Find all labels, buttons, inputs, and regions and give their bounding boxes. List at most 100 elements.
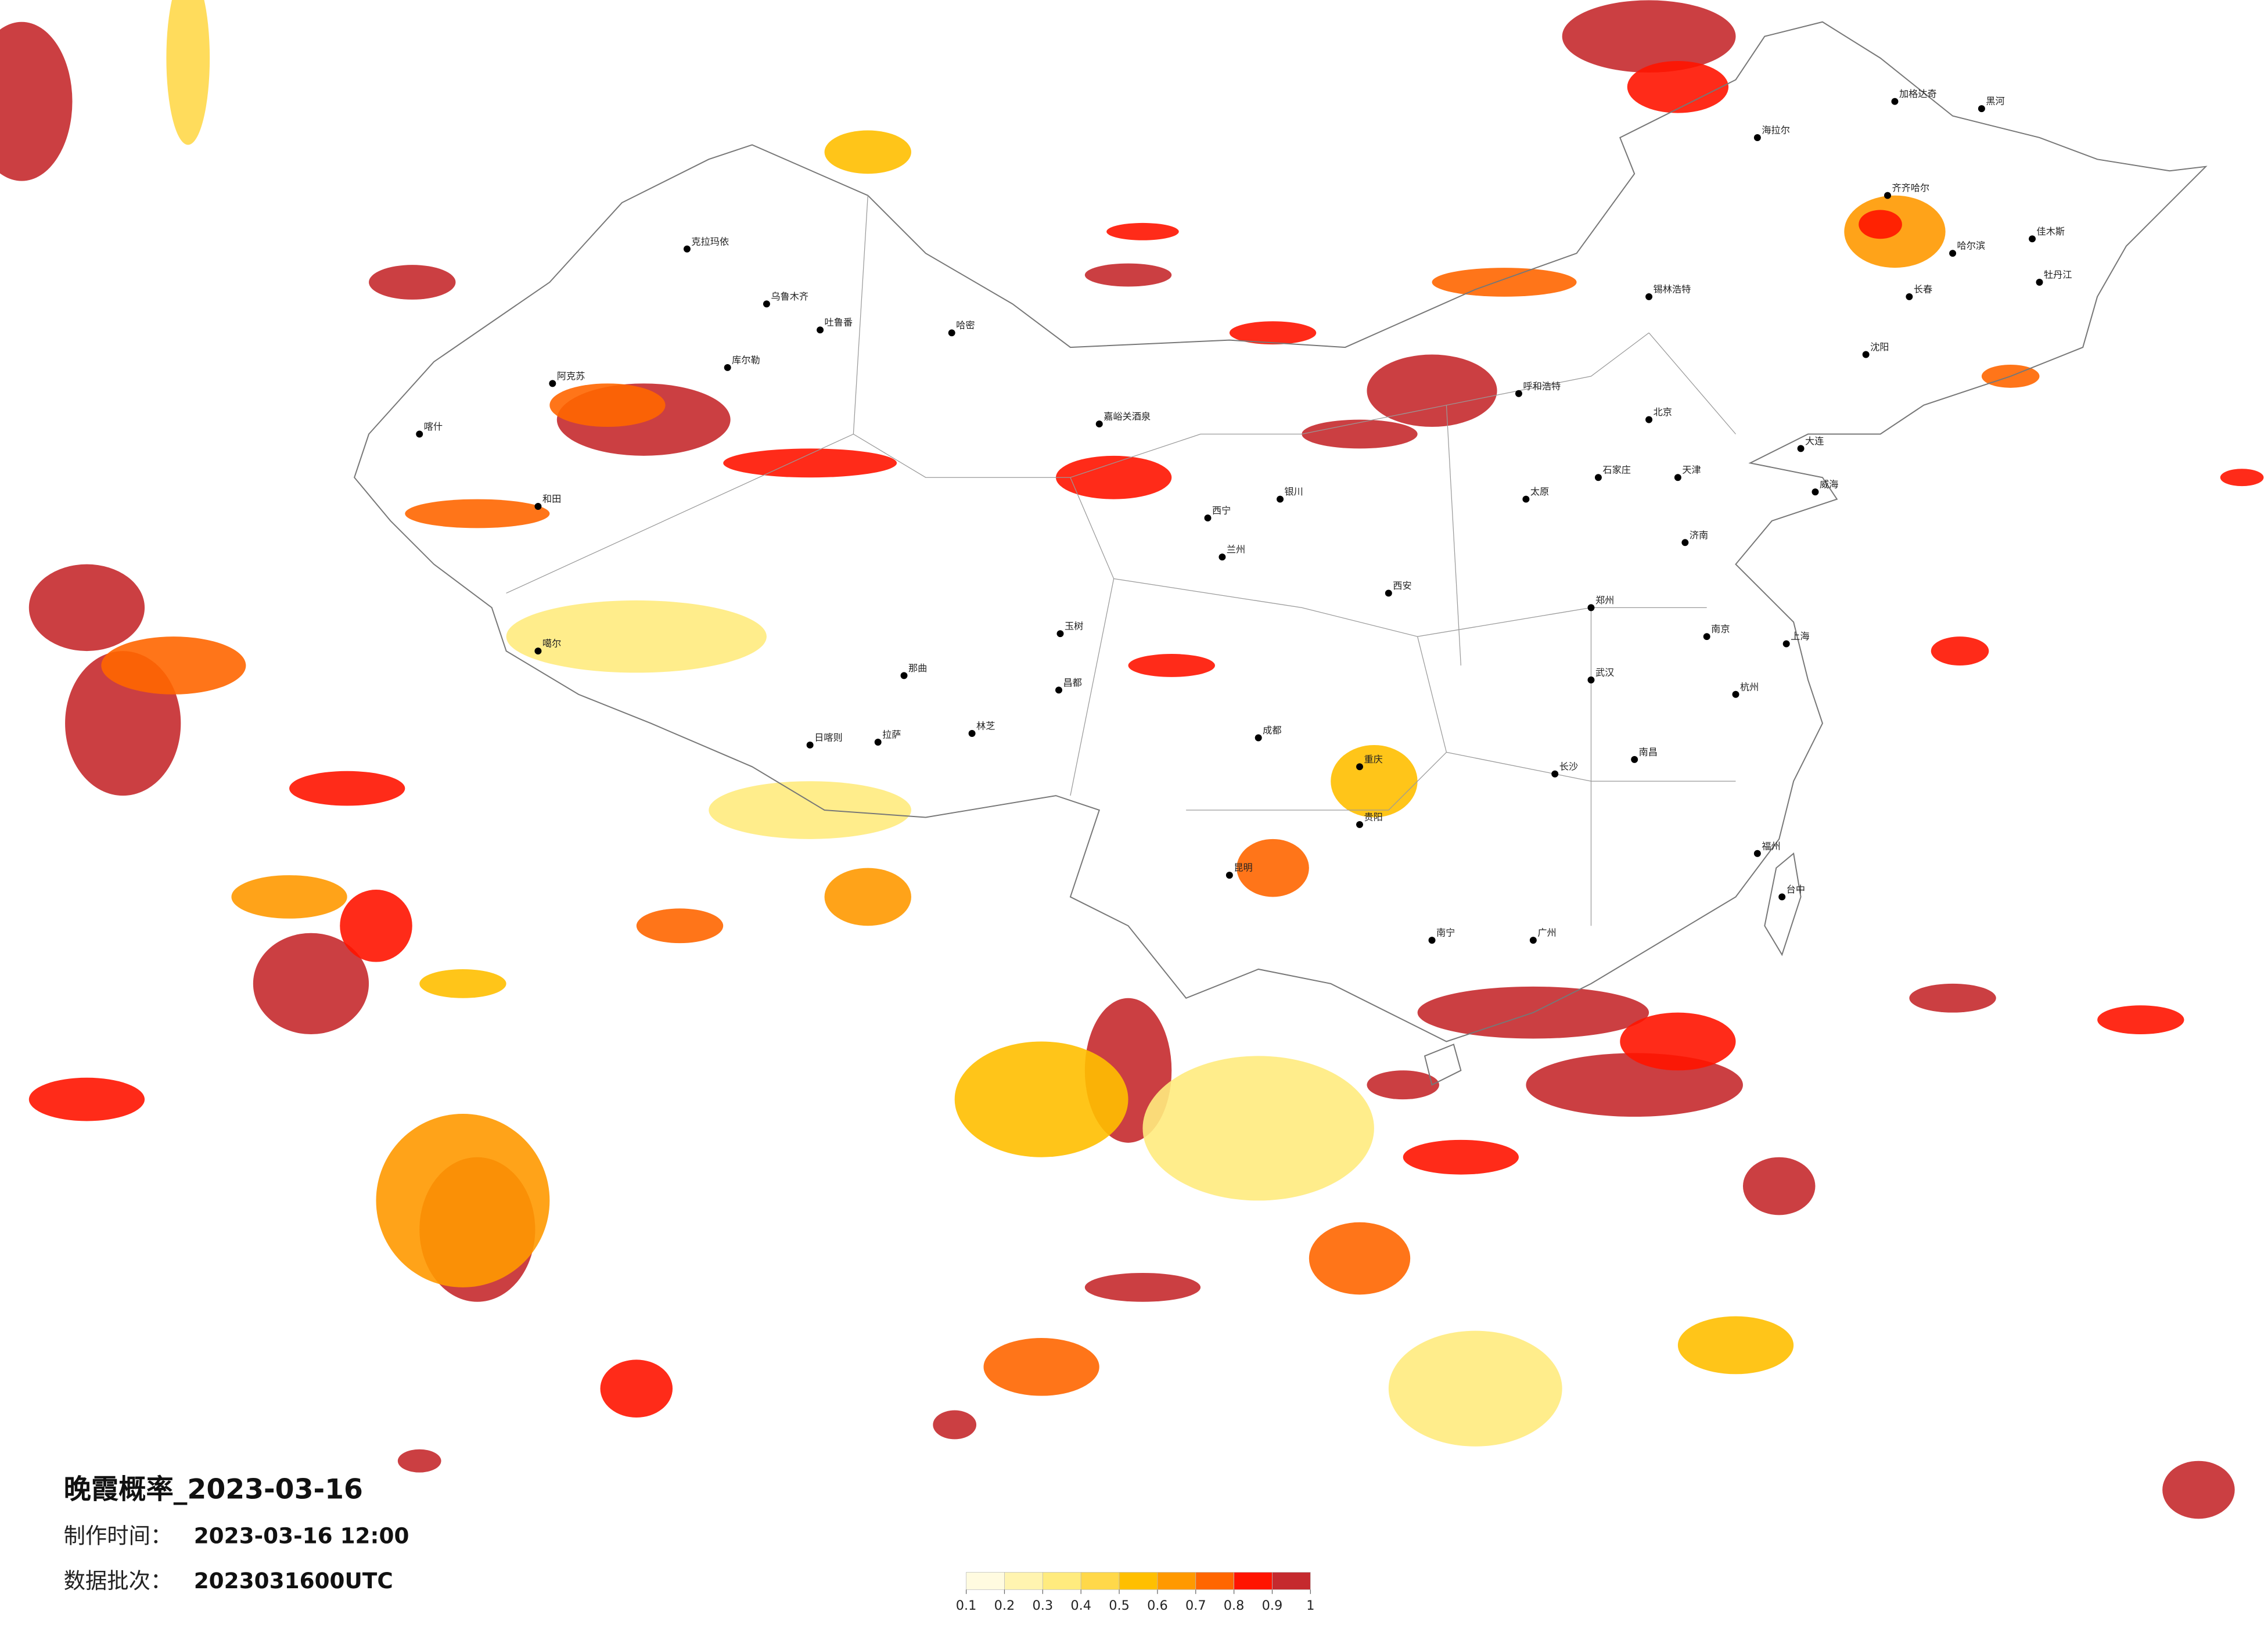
city-label: 嘉峪关酒泉 [1104, 411, 1151, 422]
heat-blob [549, 383, 666, 427]
city-dot [2036, 279, 2043, 286]
heat-blob [1403, 1139, 1519, 1175]
city-dot [1219, 553, 1226, 561]
heat-blob [824, 868, 911, 926]
city-label: 呼和浩特 [1523, 380, 1561, 391]
heat-blob [2220, 469, 2264, 487]
city-dot [1587, 604, 1595, 611]
heat-blob [1106, 222, 1179, 240]
heat-blob [231, 875, 347, 919]
colorbar: 0.1 0.2 0.3 0.4 0.5 0.6 0.7 0.8 0.9 1 [956, 1572, 1314, 1613]
city-label: 南宁 [1436, 927, 1455, 938]
heat-blob [1056, 455, 1172, 499]
city-label: 天津 [1682, 465, 1701, 476]
city-label: 乌鲁木齐 [771, 291, 808, 302]
city-dot [1385, 589, 1392, 597]
city-label: 福州 [1762, 840, 1780, 851]
colorbar-label: 0.8 [1224, 1598, 1245, 1613]
city-label: 昆明 [1234, 862, 1252, 873]
city-dot [724, 364, 731, 371]
heat-blob [1388, 1330, 1562, 1447]
title: 晚霞概率_2023-03-16 [64, 1473, 363, 1505]
city-label: 林芝 [976, 721, 995, 732]
city-label: 贵阳 [1364, 811, 1382, 822]
city-label: 石家庄 [1602, 465, 1631, 476]
heat-blob [340, 889, 412, 962]
city-dot [1594, 474, 1602, 481]
heat-blob [1309, 1222, 1411, 1295]
heat-blob [1432, 268, 1577, 297]
city-label: 和田 [542, 494, 561, 505]
city-dot [1529, 937, 1537, 944]
city-dot [1891, 98, 1899, 105]
heat-blob [101, 636, 246, 695]
heat-blob [1742, 1157, 1816, 1215]
city-label: 太原 [1530, 486, 1549, 497]
city-dot [1356, 821, 1363, 828]
city-label: 北京 [1654, 406, 1672, 418]
city-dot [968, 730, 976, 738]
city-label: 杭州 [1740, 681, 1759, 692]
city-label: 喀什 [424, 421, 443, 432]
city-label: 南京 [1711, 624, 1730, 635]
city-label: 威海 [1820, 479, 1838, 490]
colorbar-swatch [1004, 1572, 1043, 1590]
heat-blob [1931, 636, 1989, 665]
city-dot [1356, 763, 1363, 771]
heat-blob [1302, 419, 1418, 449]
heat-blob [1367, 1070, 1439, 1100]
city-dot [948, 329, 955, 337]
hainan [1424, 1044, 1462, 1086]
heat-blob [1237, 839, 1309, 897]
city-label: 西安 [1393, 580, 1411, 591]
colorbar-label: 0.5 [1109, 1598, 1130, 1613]
heat-blob [397, 1449, 441, 1473]
city-dot [1515, 390, 1522, 397]
city-dot [1255, 734, 1262, 742]
colorbar-swatch [1195, 1572, 1234, 1590]
city-label: 那曲 [908, 663, 927, 674]
city-label: 牡丹江 [2044, 269, 2072, 280]
city-label: 玉树 [1065, 621, 1083, 632]
heat-blob [419, 969, 506, 998]
heat-blob [709, 781, 911, 839]
city-dot [1645, 416, 1653, 423]
city-label: 黑河 [1986, 96, 2004, 107]
city-dot [1674, 474, 1681, 481]
city-label: 昌都 [1063, 677, 1081, 688]
heat-blob [1142, 1056, 1374, 1201]
city-dot [1428, 937, 1436, 944]
city-dot [683, 245, 691, 253]
city-dot [1522, 495, 1530, 503]
city-label: 噶尔 [542, 638, 561, 649]
colorbar-label: 0.6 [1147, 1598, 1168, 1613]
heat-blob [2097, 1005, 2184, 1035]
city-label: 齐齐哈尔 [1892, 182, 1929, 193]
heat-blob [1331, 744, 1418, 818]
city-label: 兰州 [1227, 544, 1245, 555]
city-dot [1225, 872, 1233, 879]
heat-blob [1084, 1272, 1201, 1302]
colorbar-label: 0.1 [956, 1598, 977, 1613]
city-label: 拉萨 [882, 729, 901, 740]
heat-blob [405, 499, 550, 528]
colorbar-swatch [1234, 1572, 1273, 1590]
china-border [354, 21, 2208, 1042]
heat-blob [983, 1338, 1099, 1396]
city-dot [1862, 351, 1870, 358]
city-dot [2029, 235, 2036, 243]
heat-blob [2162, 1460, 2235, 1519]
heat-layer [0, 0, 2264, 1519]
colorbar-label: 0.3 [1033, 1598, 1054, 1613]
colorbar-swatch [1080, 1572, 1120, 1590]
city-label: 西宁 [1212, 505, 1231, 516]
info-value: 2023031600UTC [194, 1568, 393, 1593]
city-dot [763, 300, 770, 308]
heat-blob [723, 448, 897, 478]
heat-blob [506, 600, 767, 673]
city-dot [1056, 630, 1064, 638]
taiwan [1764, 852, 1802, 956]
colorbar-swatch [1042, 1572, 1081, 1590]
heat-blob [1367, 354, 1497, 427]
city-dot [900, 672, 908, 679]
